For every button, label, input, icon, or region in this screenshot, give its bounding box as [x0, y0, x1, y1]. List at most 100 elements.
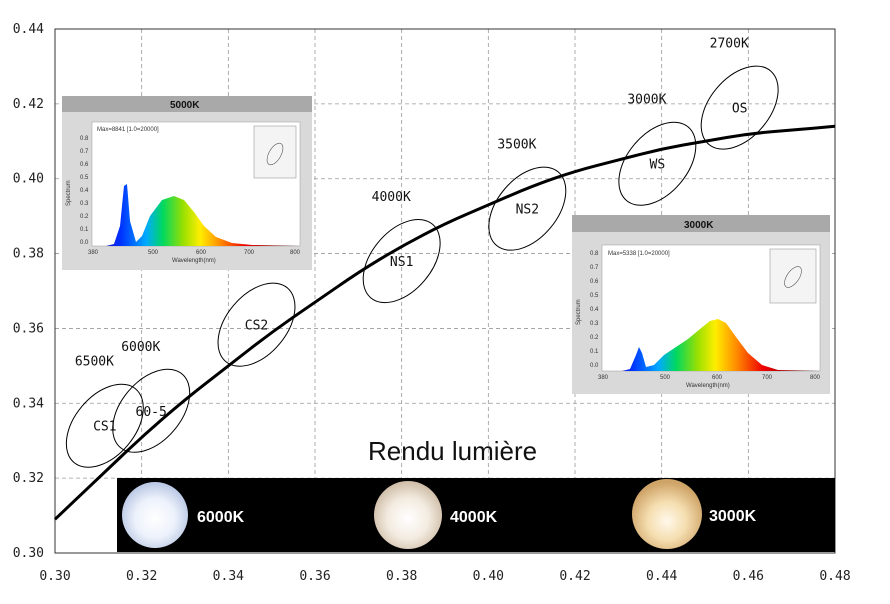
swatch-3000k — [632, 479, 702, 549]
panel-title-bar — [572, 215, 830, 232]
bin-ellipse-60-5 — [112, 368, 191, 453]
panel-x-tick: 380 — [88, 250, 99, 256]
cct-label: 6500K — [75, 355, 114, 370]
swatch-4000k — [374, 481, 442, 549]
spectrum-panel-3000k: 3000K Max=5338 [1.0=20000] Spectrum Wave… — [572, 215, 830, 394]
light-rendering-band: 6000K 4000K 3000K — [117, 478, 835, 552]
panel-y-tick: 0.7 — [80, 149, 89, 155]
bin-ellipse-ns1 — [362, 219, 441, 304]
x-tick-label: 0.36 — [299, 569, 330, 584]
panel-y-tick: 0.5 — [590, 293, 599, 299]
cct-label: 2700K — [710, 37, 749, 52]
panel-y-tick: 0.2 — [80, 214, 89, 220]
panel-x-tick: 600 — [712, 375, 723, 381]
x-tick-label: 0.48 — [819, 569, 850, 584]
panel-x-tick: 800 — [290, 250, 301, 256]
swatch-label-6000k: 6000K — [197, 509, 245, 526]
bin-label: 60-5 — [136, 405, 167, 420]
x-tick-labels: 0.30 0.32 0.34 0.36 0.38 0.40 0.42 0.44 0.46 0.48 — [39, 569, 850, 584]
bin-label: NS2 — [516, 203, 539, 218]
panel-y-tick: 0.6 — [590, 279, 599, 285]
panel-y-tick: 0.0 — [80, 240, 89, 246]
panel-y-tick: 0.7 — [590, 265, 599, 271]
panel-y-ticks: 0.8 0.7 0.6 0.5 0.4 0.3 0.2 0.1 0.0 — [590, 251, 599, 369]
cct-label: 6000K — [121, 340, 160, 355]
panel-y-tick: 0.6 — [80, 162, 89, 168]
y-tick-label: 0.42 — [13, 97, 44, 112]
panel-x-tick: 600 — [196, 250, 207, 256]
bin-label: CS2 — [245, 319, 268, 334]
panel-y-tick: 0.8 — [80, 136, 89, 142]
panel-max-text: Max=5338 [1.0=20000] — [608, 251, 670, 257]
panel-inset-chart — [253, 125, 297, 179]
bin-ellipse-os — [700, 65, 779, 150]
panel-y-tick: 0.0 — [590, 363, 599, 369]
bin-label: CS1 — [93, 420, 116, 435]
panel-y-tick: 0.5 — [80, 175, 89, 181]
panel-xlabel: Wavelength(nm) — [686, 383, 730, 389]
panel-title-bar — [62, 96, 312, 112]
y-tick-label: 0.40 — [13, 172, 44, 187]
x-tick-label: 0.44 — [646, 569, 677, 584]
bin-label: NS1 — [390, 255, 413, 270]
swatch-6000k — [122, 482, 188, 548]
panel-x-tick: 700 — [244, 250, 255, 256]
panel-y-tick: 0.4 — [590, 307, 599, 313]
y-tick-labels: 0.30 0.32 0.34 0.36 0.38 0.40 0.42 0.44 — [13, 22, 44, 561]
panel-y-tick: 0.2 — [590, 335, 599, 341]
panel-ylabel: Spectrum — [66, 180, 72, 206]
panel-xlabel: Wavelength(nm) — [172, 258, 216, 264]
panel-x-ticks: 380 500 600 700 800 — [88, 250, 301, 256]
panel-y-tick: 0.4 — [80, 188, 89, 194]
panel-y-tick: 0.1 — [590, 349, 599, 355]
panel-title: 3000K — [684, 220, 714, 231]
panel-x-tick: 800 — [810, 375, 821, 381]
bin-ellipse-cs1 — [65, 383, 144, 468]
panel-y-tick: 0.3 — [590, 321, 599, 327]
band-background — [117, 478, 835, 552]
panel-x-tick: 500 — [148, 250, 159, 256]
panel-ylabel: Spectrum — [576, 299, 582, 325]
panel-y-tick: 0.3 — [80, 201, 89, 207]
panel-x-tick: 380 — [598, 375, 609, 381]
cct-label: 3000K — [627, 93, 666, 108]
panel-inset-chart — [769, 248, 817, 304]
panel-x-ticks: 380 500 600 700 800 — [598, 375, 821, 381]
spectrum-panel-5000k: 5000K Max=8841 [1.0=20000] Spectrum Wave… — [62, 96, 312, 270]
y-tick-label: 0.44 — [13, 22, 44, 37]
x-tick-label: 0.30 — [39, 569, 70, 584]
panel-x-tick: 500 — [660, 375, 671, 381]
panel-inset-ellipse — [266, 142, 284, 166]
bin-ellipse-ns2 — [488, 166, 567, 251]
y-tick-label: 0.36 — [13, 321, 44, 336]
y-tick-label: 0.30 — [13, 546, 44, 561]
planckian-locus-curve — [53, 124, 836, 521]
cct-label: 4000K — [372, 190, 411, 205]
x-tick-label: 0.34 — [213, 569, 244, 584]
bin-ellipse-cs2 — [217, 282, 296, 367]
spectrum-fill — [92, 184, 300, 246]
y-tick-label: 0.32 — [13, 471, 44, 486]
x-tick-label: 0.38 — [386, 569, 417, 584]
plot-frame — [54, 28, 836, 554]
cct-label: 3500K — [497, 138, 536, 153]
panel-y-ticks: 0.8 0.7 0.6 0.5 0.4 0.3 0.2 0.1 0.0 — [80, 136, 89, 246]
swatch-label-4000k: 4000K — [450, 509, 498, 526]
y-tick-label: 0.38 — [13, 247, 44, 262]
panel-inset-ellipse — [784, 266, 802, 288]
bin-label: OS — [732, 102, 748, 117]
y-tick-label: 0.34 — [13, 396, 44, 411]
x-tick-label: 0.40 — [473, 569, 504, 584]
bin-ellipse-ws — [618, 121, 697, 206]
panel-max-text: Max=8841 [1.0=20000] — [97, 127, 159, 133]
rendu-lumiere-label: Rendu lumière — [368, 436, 537, 466]
bin-label: WS — [650, 158, 666, 173]
panel-title: 5000K — [170, 100, 200, 111]
x-tick-label: 0.46 — [733, 569, 764, 584]
panel-y-tick: 0.8 — [590, 251, 599, 257]
spectrum-fill — [602, 319, 820, 371]
panel-x-tick: 700 — [762, 375, 773, 381]
x-tick-label: 0.32 — [126, 569, 157, 584]
x-tick-label: 0.42 — [559, 569, 590, 584]
